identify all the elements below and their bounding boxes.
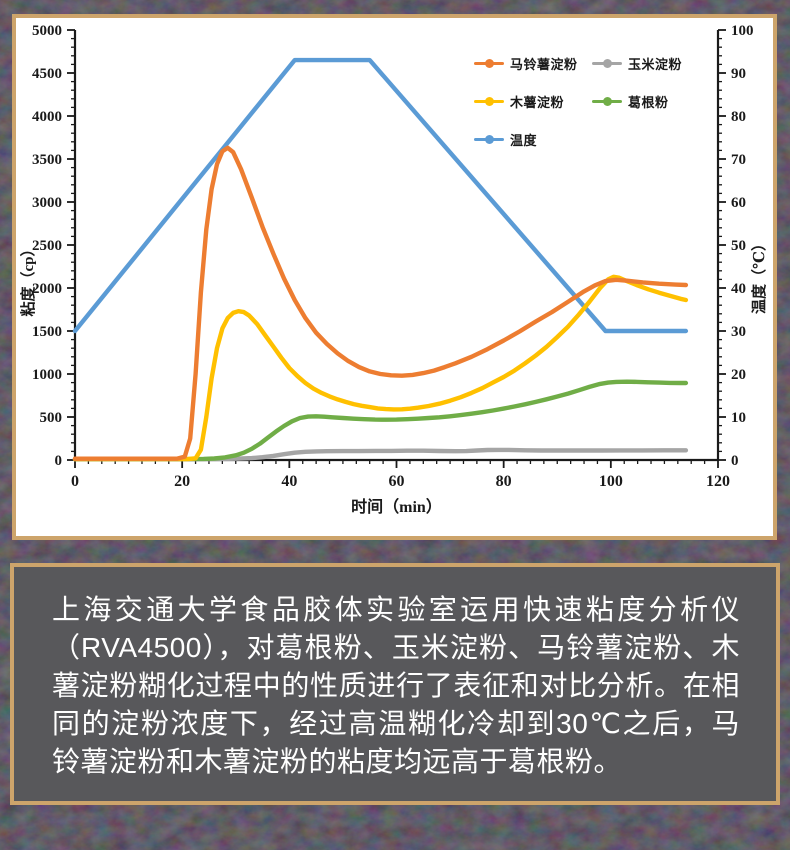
y-right-tick-label: 40 [731,281,746,297]
legend-marker-icon [474,96,504,106]
series-line-马铃薯淀粉 [72,145,689,461]
legend-item-葛根粉: 葛根粉 [592,92,682,111]
legend-label: 葛根粉 [628,94,669,110]
y-right-tick-label: 20 [731,367,746,383]
y-right-tick-label: 0 [731,453,739,469]
y-left-tick-label: 2000 [32,281,62,297]
y-right-axis-title: 温度（℃） [750,236,768,314]
y-left-tick-label: 3500 [32,152,62,168]
legend-marker-icon [592,96,622,106]
x-tick-label: 20 [174,473,190,490]
y-right-tick-label: 60 [731,195,746,211]
legend-marker-icon [474,58,504,68]
x-axis-title: 时间（min） [351,497,442,516]
legend-label: 马铃薯淀粉 [510,56,578,72]
legend-item-木薯淀粉: 木薯淀粉 [474,92,578,111]
y-right-tick-label: 80 [731,109,746,125]
x-tick-label: 40 [281,473,297,490]
y-left-tick-label: 1500 [32,324,62,340]
legend-label: 温度 [510,132,538,148]
legend-label: 玉米淀粉 [628,56,683,72]
x-tick-label: 100 [599,473,623,490]
y-left-tick-label: 4000 [32,109,62,125]
y-left-tick-label: 3000 [32,195,62,211]
legend-marker-icon [592,58,622,68]
y-right-tick-label: 10 [731,410,746,426]
x-tick-label: 80 [496,473,512,490]
x-tick-label: 0 [71,473,79,490]
caption-box: 上海交通大学食品胶体实验室运用快速粘度分析仪（RVA4500），对葛根粉、玉米淀… [10,563,780,805]
legend-item-马铃薯淀粉: 马铃薯淀粉 [474,54,578,73]
x-tick-label: 120 [706,473,730,490]
y-right-tick-label: 90 [731,66,746,82]
y-left-tick-label: 2500 [32,238,62,254]
y-right-tick-label: 70 [731,152,746,168]
caption-text: 上海交通大学食品胶体实验室运用快速粘度分析仪（RVA4500），对葛根粉、玉米淀… [52,594,740,778]
y-right-tick-label: 30 [731,324,746,340]
y-left-tick-label: 5000 [32,23,62,39]
x-tick-label: 60 [389,473,405,490]
y-left-tick-label: 500 [40,410,63,426]
y-left-tick-label: 4500 [32,66,62,82]
series-line-葛根粉 [72,379,689,462]
y-right-tick-label: 50 [731,238,746,254]
y-left-tick-label: 1000 [32,367,62,383]
chart-legend: 马铃薯淀粉 玉米淀粉木薯淀粉 葛根粉温度 [474,44,682,158]
rva-viscosity-chart: 0 20 40 60 80 100 1200500100015002000250030003… [19,23,768,516]
y-right-tick-label: 100 [731,23,754,39]
y-left-axis-title: 粘度（cp） [19,241,37,316]
legend-item-温度: 温度 [474,130,578,149]
legend-marker-icon [474,134,504,144]
legend-label: 木薯淀粉 [510,94,565,110]
series-line-玉米淀粉 [72,447,689,462]
legend-item-玉米淀粉: 玉米淀粉 [592,54,682,73]
y-left-tick-label: 0 [55,453,63,469]
chart-card: 0 20 40 60 80 100 120 0 500 1000 1500 2000 2500 3000 3… [12,14,777,540]
series-line-木薯淀粉 [72,274,689,462]
